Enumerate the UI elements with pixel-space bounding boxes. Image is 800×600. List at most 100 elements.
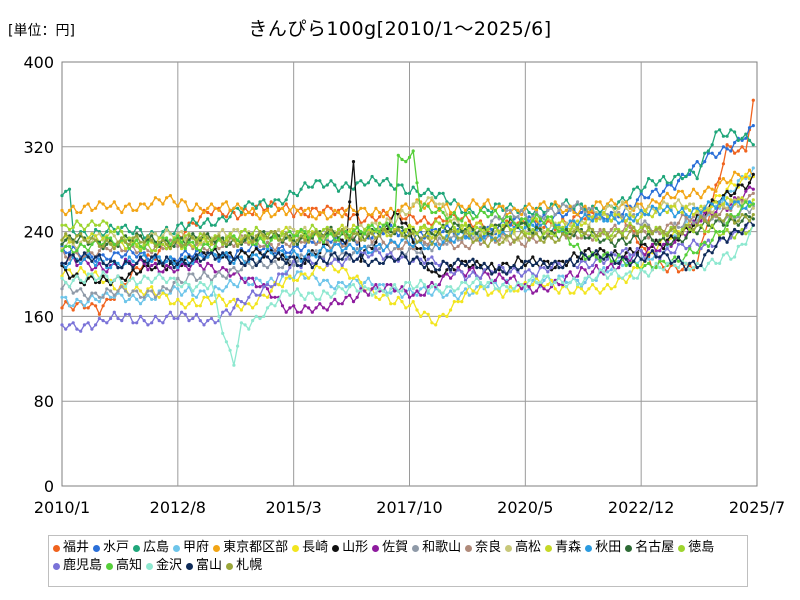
data-point bbox=[318, 297, 322, 301]
data-point bbox=[733, 255, 737, 259]
data-point bbox=[564, 274, 569, 278]
data-point bbox=[381, 293, 385, 297]
data-point bbox=[157, 240, 161, 244]
data-point bbox=[542, 210, 546, 215]
data-point bbox=[549, 206, 554, 210]
data-point bbox=[265, 287, 270, 291]
data-point bbox=[463, 230, 468, 234]
data-point bbox=[695, 232, 699, 236]
data-point bbox=[471, 280, 475, 285]
data-point bbox=[527, 278, 531, 282]
data-point bbox=[613, 227, 617, 232]
data-point bbox=[699, 263, 703, 268]
data-point bbox=[527, 219, 531, 223]
data-point bbox=[531, 278, 535, 282]
data-point bbox=[94, 223, 98, 227]
data-point bbox=[411, 300, 415, 304]
data-point bbox=[127, 247, 131, 251]
data-point bbox=[658, 179, 662, 183]
data-point bbox=[60, 194, 64, 198]
data-point bbox=[557, 276, 561, 280]
data-point bbox=[329, 206, 333, 210]
data-point bbox=[434, 230, 438, 234]
data-point bbox=[105, 274, 109, 278]
data-point bbox=[206, 236, 210, 240]
data-point bbox=[322, 268, 326, 272]
data-point bbox=[475, 225, 479, 229]
data-point bbox=[710, 151, 714, 155]
data-point bbox=[251, 276, 255, 280]
legend-marker bbox=[53, 544, 60, 552]
data-point bbox=[389, 302, 393, 306]
data-point bbox=[273, 259, 277, 263]
data-point bbox=[127, 255, 131, 259]
data-point bbox=[101, 219, 105, 223]
data-point bbox=[505, 221, 509, 225]
data-point bbox=[434, 242, 438, 246]
data-point bbox=[703, 160, 707, 164]
y-tick-label: 320 bbox=[23, 138, 54, 157]
data-point bbox=[269, 285, 273, 289]
data-point bbox=[393, 289, 397, 293]
data-point bbox=[669, 183, 673, 187]
data-point bbox=[467, 234, 471, 238]
data-point bbox=[213, 244, 217, 248]
data-point bbox=[112, 242, 116, 246]
data-point bbox=[441, 291, 445, 295]
data-point bbox=[299, 240, 303, 244]
data-point bbox=[632, 234, 636, 238]
data-point bbox=[710, 143, 714, 147]
data-point bbox=[706, 244, 711, 248]
data-point bbox=[538, 280, 542, 285]
data-point bbox=[463, 244, 468, 248]
data-point bbox=[557, 223, 561, 227]
data-point bbox=[534, 274, 539, 278]
legend-label: 福井 bbox=[63, 540, 90, 555]
data-point bbox=[303, 304, 307, 308]
data-point bbox=[82, 304, 86, 308]
legend-marker bbox=[226, 562, 234, 570]
data-point bbox=[486, 280, 490, 285]
data-point bbox=[553, 259, 557, 263]
data-point bbox=[501, 236, 505, 240]
data-point bbox=[549, 223, 554, 227]
data-point bbox=[613, 213, 617, 217]
data-point bbox=[561, 274, 565, 278]
data-point bbox=[721, 134, 726, 138]
data-point bbox=[105, 321, 109, 325]
data-point bbox=[71, 204, 75, 208]
data-point bbox=[131, 236, 135, 240]
data-point bbox=[86, 321, 90, 325]
y-tick-label: 80 bbox=[34, 392, 54, 411]
data-point bbox=[153, 276, 157, 280]
data-point bbox=[138, 289, 143, 293]
data-point bbox=[542, 274, 546, 278]
data-point bbox=[463, 213, 468, 217]
data-point bbox=[684, 247, 688, 251]
data-point bbox=[142, 202, 146, 206]
data-point bbox=[236, 244, 240, 248]
data-point bbox=[516, 289, 520, 293]
data-point bbox=[538, 266, 542, 270]
data-point bbox=[366, 181, 370, 185]
data-point bbox=[691, 206, 696, 210]
data-point bbox=[351, 187, 356, 191]
data-point bbox=[684, 268, 688, 272]
data-point bbox=[310, 232, 314, 236]
data-point bbox=[516, 215, 520, 219]
data-point bbox=[718, 234, 722, 238]
data-point bbox=[564, 280, 569, 285]
data-point bbox=[613, 253, 617, 257]
data-point bbox=[546, 227, 550, 232]
data-point bbox=[695, 191, 699, 195]
legend-marker bbox=[186, 562, 194, 570]
data-point bbox=[512, 287, 516, 291]
series-金沢 bbox=[60, 223, 755, 367]
data-point bbox=[400, 208, 404, 212]
data-point bbox=[650, 204, 655, 208]
data-point bbox=[602, 261, 606, 265]
data-point bbox=[142, 295, 146, 299]
legend-item: 甲府 bbox=[173, 539, 209, 557]
data-point bbox=[441, 312, 445, 316]
data-point bbox=[434, 268, 438, 272]
